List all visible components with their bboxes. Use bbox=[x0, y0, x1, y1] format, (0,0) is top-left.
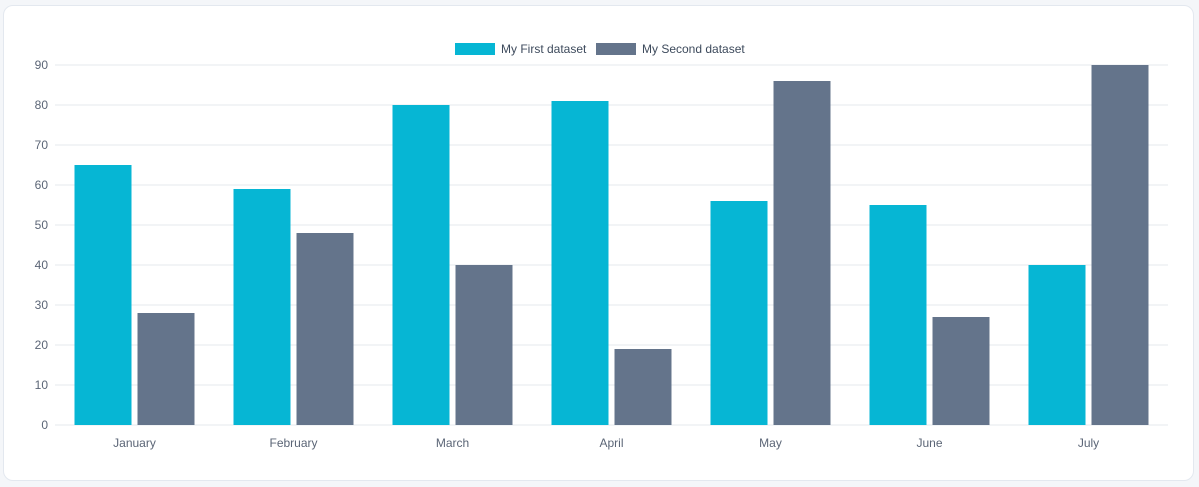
bar-second-dataset-may[interactable] bbox=[773, 81, 831, 425]
legend-item-first-dataset[interactable]: My First dataset bbox=[455, 42, 587, 56]
y-tick-label: 20 bbox=[35, 338, 49, 352]
bars bbox=[74, 65, 1149, 425]
x-tick-label: June bbox=[916, 436, 942, 450]
y-tick-label: 30 bbox=[35, 298, 49, 312]
legend-label: My First dataset bbox=[501, 42, 587, 56]
bar-second-dataset-february[interactable] bbox=[296, 233, 354, 425]
legend[interactable]: My First dataset My Second dataset bbox=[455, 42, 745, 56]
bar-first-dataset-march[interactable] bbox=[392, 105, 450, 425]
x-tick-label: March bbox=[436, 436, 469, 450]
y-tick-label: 60 bbox=[35, 178, 49, 192]
y-tick-label: 90 bbox=[35, 58, 49, 72]
bar-first-dataset-april[interactable] bbox=[551, 101, 609, 425]
legend-label: My Second dataset bbox=[642, 42, 745, 56]
y-axis: 0 10 20 30 40 50 60 70 80 90 bbox=[35, 58, 49, 432]
bar-second-dataset-january[interactable] bbox=[137, 313, 195, 425]
bar-first-dataset-january[interactable] bbox=[74, 165, 132, 425]
x-axis: January February March April May June July bbox=[113, 436, 1099, 450]
x-tick-label: July bbox=[1078, 436, 1099, 450]
bar-first-dataset-june[interactable] bbox=[869, 205, 927, 425]
legend-swatch bbox=[455, 43, 495, 55]
x-tick-label: February bbox=[269, 436, 317, 450]
bar-second-dataset-july[interactable] bbox=[1091, 65, 1149, 425]
bar-first-dataset-july[interactable] bbox=[1028, 265, 1086, 425]
grid-lines bbox=[55, 64, 1168, 426]
y-tick-label: 40 bbox=[35, 258, 49, 272]
bar-second-dataset-march[interactable] bbox=[455, 265, 513, 425]
x-tick-label: January bbox=[113, 436, 156, 450]
y-tick-label: 10 bbox=[35, 378, 49, 392]
y-tick-label: 0 bbox=[41, 418, 48, 432]
x-tick-label: April bbox=[599, 436, 623, 450]
bar-first-dataset-may[interactable] bbox=[710, 201, 768, 425]
y-tick-label: 80 bbox=[35, 98, 49, 112]
x-tick-label: May bbox=[759, 436, 782, 450]
bar-second-dataset-june[interactable] bbox=[932, 317, 990, 425]
bar-first-dataset-february[interactable] bbox=[233, 189, 291, 425]
bar-second-dataset-april[interactable] bbox=[614, 349, 672, 425]
y-tick-label: 50 bbox=[35, 218, 49, 232]
y-tick-label: 70 bbox=[35, 138, 49, 152]
legend-swatch bbox=[596, 43, 636, 55]
legend-item-second-dataset[interactable]: My Second dataset bbox=[596, 42, 745, 56]
